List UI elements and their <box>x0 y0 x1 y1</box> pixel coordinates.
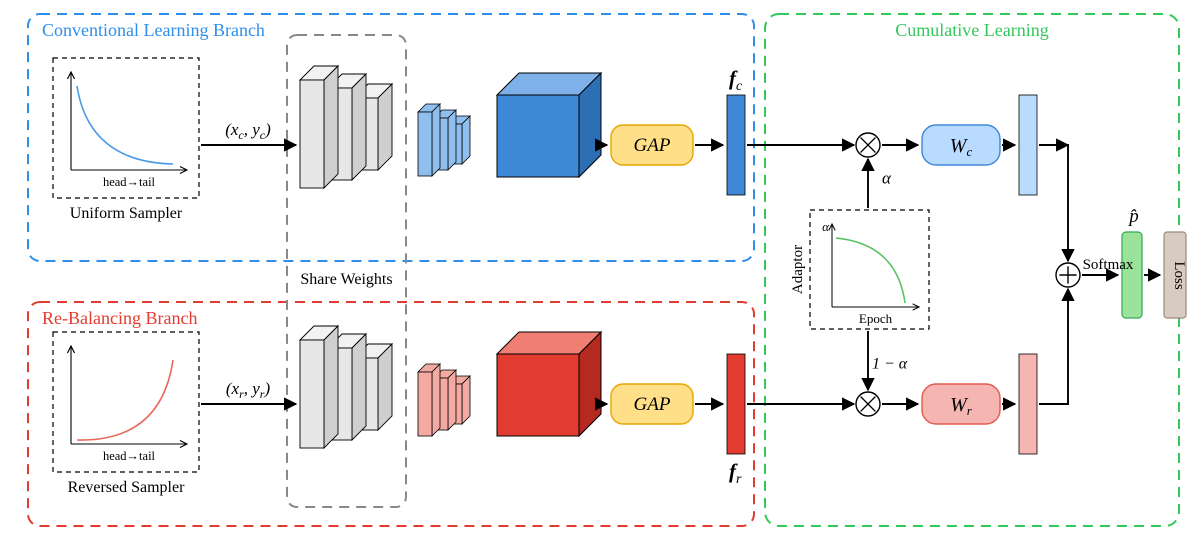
svg-text:Epoch: Epoch <box>859 311 893 326</box>
feature-cube-icon <box>497 73 601 177</box>
small-conv-icon <box>418 104 470 176</box>
svg-text:α: α <box>882 169 892 188</box>
fr-label: fr <box>729 459 742 487</box>
conv-layers-icon <box>300 66 392 188</box>
conv-title: Conventional Learning Branch <box>42 20 265 40</box>
uniform-sampler: head→tail Uniform Sampler <box>53 58 199 222</box>
svg-text:Reversed Sampler: Reversed Sampler <box>68 479 186 496</box>
phat-label: p̂ <box>1127 206 1139 227</box>
softmax-label: Softmax <box>1083 257 1134 273</box>
feature-vector-icon <box>727 354 745 454</box>
fc-label: fc <box>729 66 743 94</box>
feature-cube-icon <box>497 332 601 436</box>
feature-vector-icon <box>1019 354 1037 454</box>
adaptor-label: Adaptor <box>790 245 806 294</box>
svg-text:α: α <box>822 219 830 234</box>
loss-label: Loss <box>1171 261 1187 290</box>
svg-text:GAP: GAP <box>634 394 671 415</box>
svg-text:head→tail: head→tail <box>103 175 156 189</box>
reversed-sampler: head→tail Reversed Sampler <box>53 332 199 496</box>
svg-text:Uniform Sampler: Uniform Sampler <box>70 205 183 222</box>
svg-text:1 − α: 1 − α <box>872 356 908 373</box>
svg-text:head→tail: head→tail <box>103 449 156 463</box>
share-weights-label: Share Weights <box>300 271 392 288</box>
svg-text:GAP: GAP <box>634 135 671 156</box>
xr-yr-label: (xr, yr) <box>226 379 271 401</box>
cum-title: Cumulative Learning <box>895 20 1048 40</box>
conv-layers-icon <box>300 326 392 448</box>
feature-vector-icon <box>1019 95 1037 195</box>
xc-yc-label: (xc, yc) <box>225 120 271 142</box>
small-conv-icon <box>418 364 470 436</box>
feature-vector-icon <box>727 95 745 195</box>
rebal-title: Re-Balancing Branch <box>42 308 197 328</box>
softmax-block <box>1122 232 1142 318</box>
